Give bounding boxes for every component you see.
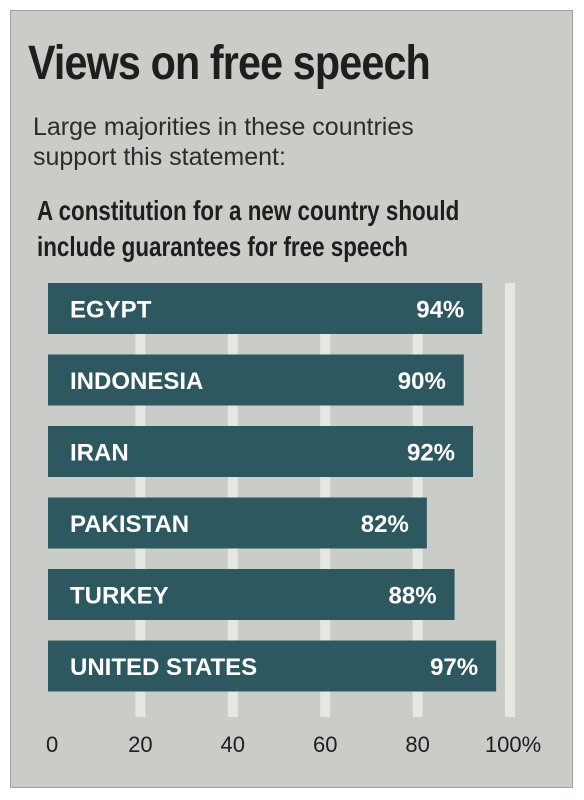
bar-category-label: EGYPT — [70, 297, 152, 324]
bar-category-label: PAKISTAN — [70, 511, 189, 538]
bar-egypt — [48, 283, 483, 334]
chart-subtitle: Large majorities in these countries supp… — [33, 112, 414, 172]
bar-iran — [48, 426, 474, 477]
bar-united-states — [48, 640, 497, 692]
x-tick-label: 0 — [46, 732, 58, 757]
x-tick-label: 60 — [313, 732, 337, 757]
bar-category-label: INDONESIA — [70, 368, 203, 395]
x-tick-label: 40 — [221, 732, 245, 757]
x-tick-label: 100% — [485, 732, 541, 757]
bar-category-label: IRAN — [70, 440, 129, 467]
gridline-100 — [505, 283, 515, 717]
bar-value-label: 92% — [407, 440, 455, 467]
x-tick-label: 80 — [405, 732, 429, 757]
bar-value-label: 88% — [389, 583, 437, 610]
bar-value-label: 94% — [416, 297, 464, 324]
bar-value-label: 82% — [361, 511, 409, 538]
bar-category-label: UNITED STATES — [70, 654, 257, 681]
chart-statement-line-2: include guarantees for free speech — [37, 231, 408, 262]
x-tick-label: 20 — [128, 732, 152, 757]
bar-turkey — [48, 569, 455, 620]
chart-statement-line-1: A constitution for a new country should — [37, 195, 460, 226]
chart-statement: A constitution for a new country should … — [37, 193, 459, 265]
bar-category-label: TURKEY — [70, 583, 169, 610]
bar-pakistan — [48, 497, 427, 549]
chart-subtitle-line-2: support this statement: — [33, 143, 286, 171]
chart-subtitle-line-1: Large majorities in these countries — [33, 113, 414, 141]
chart-title: Views on free speech — [28, 37, 431, 90]
bar-indonesia — [48, 354, 464, 406]
bar-value-label: 90% — [398, 368, 446, 395]
bar-value-label: 97% — [430, 654, 478, 681]
